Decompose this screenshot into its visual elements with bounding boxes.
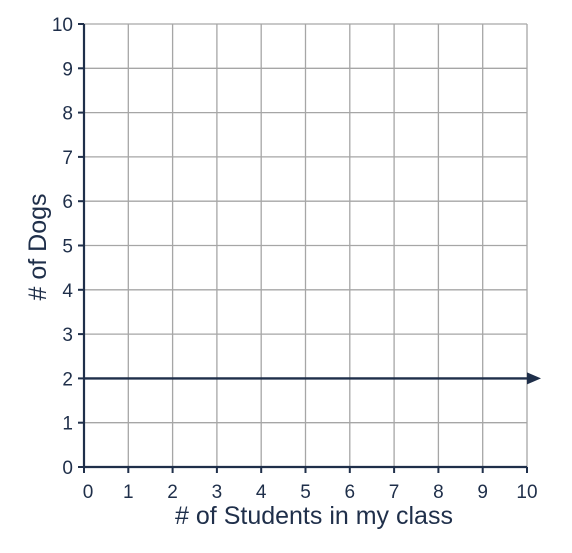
y-tick-label-7: 7 [62, 148, 73, 169]
x-tick-label-9: 9 [477, 482, 488, 503]
x-tick-labels: 0 1 2 3 4 5 6 7 8 9 10 [83, 482, 538, 503]
y-tick-label-10: 10 [52, 15, 73, 36]
x-tick-label-2: 2 [167, 482, 178, 503]
x-tick-label-7: 7 [389, 482, 400, 503]
series-arrowhead-0 [527, 372, 541, 385]
y-tick-label-4: 4 [62, 281, 73, 302]
y-tick-label-3: 3 [62, 325, 73, 346]
y-tick-label-8: 8 [62, 104, 73, 125]
y-tick-labels: 0 1 2 3 4 5 6 7 8 9 10 [52, 15, 74, 479]
x-tick-label-8: 8 [433, 482, 444, 503]
x-tick-label-1: 1 [123, 482, 134, 503]
grid [84, 23, 528, 467]
x-tick-label-10: 10 [516, 482, 537, 503]
y-tick-label-1: 1 [62, 414, 73, 435]
y-tick-label-0: 0 [62, 458, 73, 479]
axes [78, 23, 528, 473]
x-tick-label-5: 5 [300, 482, 311, 503]
y-tick-label-5: 5 [62, 237, 73, 258]
y-tick-label-9: 9 [62, 59, 73, 80]
y-tick-label-6: 6 [62, 192, 73, 213]
x-tick-label-0: 0 [83, 482, 94, 503]
x-tick-label-4: 4 [256, 482, 267, 503]
x-axis-label: # of Students in my class [175, 502, 453, 530]
y-axis-label: # of Dogs [24, 193, 52, 300]
y-tick-label-2: 2 [62, 369, 73, 390]
series [84, 372, 541, 385]
x-tick-label-3: 3 [212, 482, 223, 503]
x-tick-label-6: 6 [345, 482, 356, 503]
